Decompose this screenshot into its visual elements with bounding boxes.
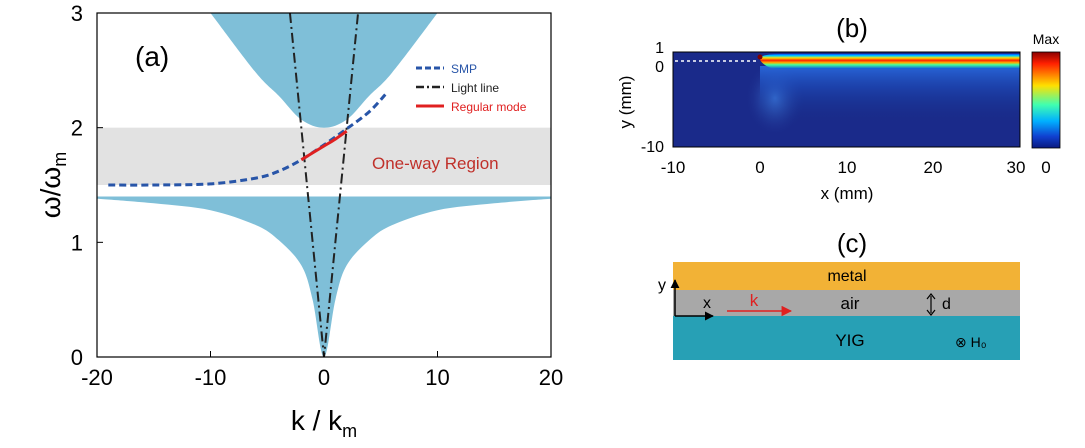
x-tick-label: 0 xyxy=(318,365,330,390)
y-axis-ticks-b: 1 0 -10 xyxy=(641,40,664,156)
x-tick-label: 20 xyxy=(924,158,943,177)
y-axis-title-b: y (mm) xyxy=(616,76,635,129)
x-tick-label: 20 xyxy=(539,365,563,390)
panel-label-b: (b) xyxy=(836,13,868,43)
legend-label-smp: SMP xyxy=(451,62,477,76)
colorbar-max-label: Max xyxy=(1033,31,1059,47)
y-tick-label: -10 xyxy=(641,139,664,156)
light-line-series xyxy=(288,13,360,357)
y-tick-label: 0 xyxy=(71,345,83,370)
panel-label-c: (c) xyxy=(837,228,867,258)
field-map xyxy=(672,51,1021,148)
legend: SMP Light line Regular mode xyxy=(416,62,527,114)
air-label: air xyxy=(841,294,860,313)
y-tick-label: 1 xyxy=(655,40,664,57)
field-decay xyxy=(760,66,1020,126)
metal-layer xyxy=(673,262,1020,290)
y-tick-label: 3 xyxy=(71,1,83,26)
panel-a: -20 -10 0 10 20 0 1 2 3 (a) One-way Region SMP … xyxy=(35,1,563,441)
thickness-arrowheads xyxy=(926,293,936,316)
wave-label: k xyxy=(750,291,759,310)
y-tick-label: 0 xyxy=(655,59,664,76)
y-axis-title: ω/ωm xyxy=(35,152,70,219)
metal-label: metal xyxy=(827,268,866,285)
panel-c: (c) metal air YIG y x k d ⊗ H₀ xyxy=(658,228,1020,360)
x-tick-label: 10 xyxy=(838,158,857,177)
legend-label-regular-mode: Regular mode xyxy=(451,100,527,114)
panel-b: (b) -10 0 10 20 30 1 0 -10 x (mm) y (mm)… xyxy=(616,13,1061,203)
x-tick-label: 10 xyxy=(425,365,449,390)
colorbar: Max 0 xyxy=(1031,31,1061,177)
thickness-label: d xyxy=(942,296,951,313)
y-tick-label: 1 xyxy=(71,230,83,255)
field-beam xyxy=(760,54,1020,69)
one-way-region-label: One-way Region xyxy=(372,154,499,173)
source-point xyxy=(757,54,763,60)
x-axis-ticks: -20 -10 0 10 20 xyxy=(81,351,563,390)
x-tick-label: 30 xyxy=(1007,158,1026,177)
axis-y-label: y xyxy=(658,277,666,294)
field-label: ⊗ H₀ xyxy=(955,334,987,350)
x-tick-label: -10 xyxy=(661,158,686,177)
x-axis-title: k / km xyxy=(291,405,357,441)
smp-series xyxy=(108,92,388,187)
x-axis-ticks-b: -10 0 10 20 30 xyxy=(661,158,1026,177)
colorbar-gradient xyxy=(1031,51,1061,149)
x-tick-label: -10 xyxy=(195,365,227,390)
field-frame xyxy=(672,51,1021,148)
y-axis-ticks: 0 1 2 3 xyxy=(71,1,103,370)
yig-label: YIG xyxy=(835,331,864,350)
lower-bulk-band xyxy=(97,196,551,357)
colorbar-min-label: 0 xyxy=(1041,158,1050,177)
regular-mode-series xyxy=(300,129,348,162)
one-way-region-band xyxy=(97,127,551,185)
x-axis-title-b: x (mm) xyxy=(821,184,874,203)
axis-x-label: x xyxy=(703,295,711,312)
upper-bulk-band xyxy=(210,13,438,128)
legend-label-light-line: Light line xyxy=(451,81,499,95)
x-tick-label: 0 xyxy=(755,158,764,177)
yig-layer xyxy=(673,316,1020,360)
panel-label-a: (a) xyxy=(135,41,169,72)
y-tick-label: 2 xyxy=(71,116,83,141)
x-tick-label: -20 xyxy=(81,365,113,390)
